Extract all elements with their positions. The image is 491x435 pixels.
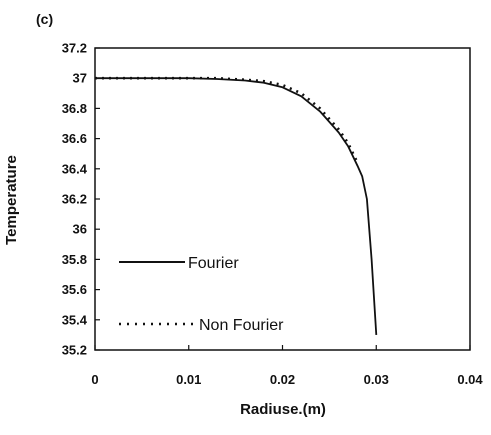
y-tick-label: 36.2 [62, 192, 87, 207]
y-axis: 37.2 37 36.8 36.6 36.4 36.2 36 35.8 35.6 35.4 35.2 [62, 41, 100, 358]
y-tick-label: 36.8 [62, 101, 87, 116]
x-tick-label: 0 [91, 372, 98, 387]
y-tick-label: 37.2 [62, 41, 87, 56]
legend: Fourier Non Fourier [119, 255, 284, 334]
y-tick-label: 35.2 [62, 343, 87, 358]
legend-label-fourier: Fourier [188, 255, 239, 272]
series-line-fourier [95, 77, 378, 335]
x-axis-title: Radiuse.(m) [240, 401, 326, 418]
x-tick-label: 0.04 [457, 372, 483, 387]
y-tick-label: 37 [73, 71, 87, 86]
series-line-non-fourier [95, 76, 359, 164]
x-tick-label: 0.03 [364, 372, 389, 387]
y-tick-label: 36 [73, 222, 87, 237]
legend-label-non-fourier: Non Fourier [199, 317, 284, 334]
y-tick-label: 35.4 [62, 312, 88, 327]
series-layer [95, 76, 378, 335]
panel-label: (c) [36, 11, 53, 27]
y-tick-label: 35.8 [62, 252, 87, 267]
y-axis-title: Temperature [3, 155, 20, 245]
x-axis: 0 0.01 0.02 0.03 0.04 [91, 345, 483, 387]
x-tick-label: 0.01 [176, 372, 201, 387]
x-tick-label: 0.02 [270, 372, 295, 387]
y-tick-label: 35.6 [62, 282, 87, 297]
y-tick-label: 36.4 [62, 161, 88, 176]
plot-frame [94, 47, 471, 351]
y-tick-label: 36.6 [62, 131, 87, 146]
